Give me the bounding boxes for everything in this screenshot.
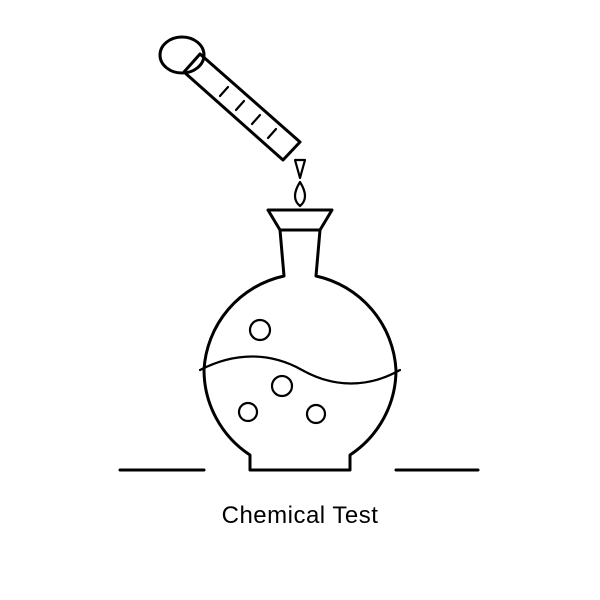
bubble [239, 403, 257, 421]
drop-icon [295, 182, 305, 206]
caption-label: Chemical Test [0, 502, 600, 530]
chemical-test-figure: Chemical Test [0, 0, 600, 600]
flask-liquid-surface [200, 357, 400, 384]
flask-stopper [268, 210, 332, 230]
dropper-barrel [184, 54, 300, 160]
dropper-tick [268, 129, 276, 138]
flask-outline [204, 230, 396, 470]
bubble [307, 405, 325, 423]
bubble [250, 320, 270, 340]
dropper-tick [220, 87, 228, 96]
dropper-nozzle [295, 160, 305, 178]
dropper-tick [236, 101, 244, 110]
bubble [272, 376, 292, 396]
dropper-tick [252, 115, 260, 124]
